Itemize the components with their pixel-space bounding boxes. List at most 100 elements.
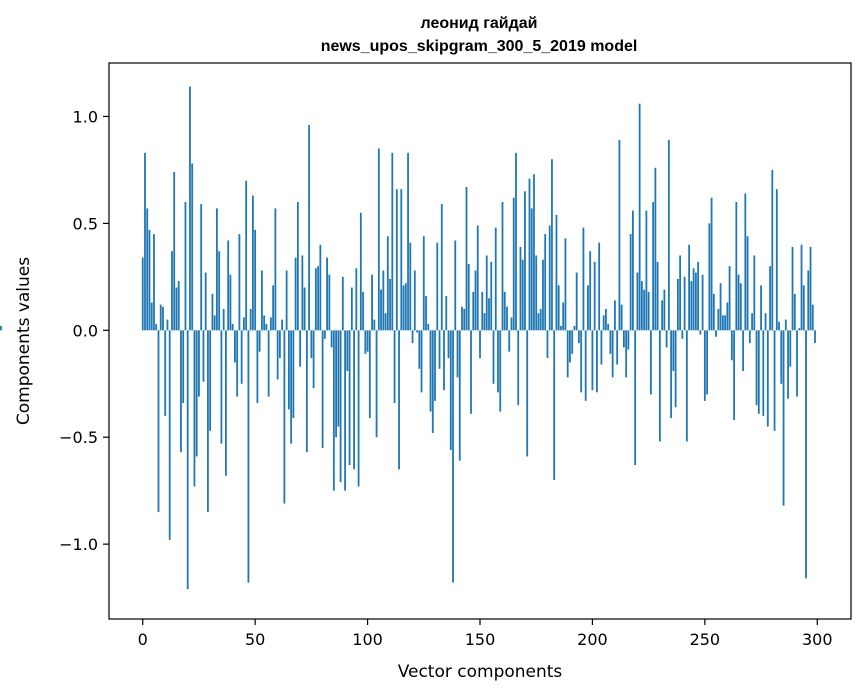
bar (638, 103, 641, 331)
y-tick-label: 1.0 (73, 107, 98, 126)
bar (314, 268, 317, 331)
bar (548, 225, 551, 331)
bar (755, 330, 758, 406)
bar (461, 306, 463, 331)
bar (746, 236, 749, 331)
bar (182, 330, 185, 404)
bar (265, 323, 268, 331)
x-axis-label: Vector components (398, 662, 563, 682)
bar (449, 330, 452, 451)
bar (321, 330, 324, 448)
bar (636, 272, 639, 331)
bar (456, 330, 459, 378)
bar (225, 330, 227, 476)
bar (706, 330, 708, 395)
bar (726, 302, 729, 331)
bar (778, 321, 780, 331)
bar (141, 257, 144, 331)
bar (323, 330, 326, 339)
bar (546, 330, 549, 359)
bar (427, 323, 430, 331)
bar (366, 330, 369, 352)
bar (377, 148, 380, 331)
bar (494, 227, 497, 331)
bar (589, 251, 592, 331)
bar (391, 152, 394, 331)
bar (429, 330, 432, 412)
bar (204, 272, 207, 331)
bar (252, 195, 254, 331)
bar (416, 330, 418, 333)
bar (593, 261, 596, 331)
bar (294, 257, 297, 331)
bar (800, 244, 803, 331)
bar (623, 330, 625, 348)
bar (703, 330, 706, 401)
bar (440, 204, 443, 331)
bar (571, 330, 574, 354)
bar (463, 308, 466, 331)
bar (458, 330, 461, 461)
bar (560, 326, 562, 331)
bar (0, 326, 2, 331)
bar (195, 330, 198, 457)
bar (236, 330, 239, 397)
bar (566, 330, 569, 378)
bar (238, 234, 241, 331)
bar (503, 291, 506, 331)
bar (652, 202, 655, 331)
bar (584, 330, 587, 401)
bar (364, 330, 367, 354)
bar (784, 319, 787, 331)
bar (760, 285, 762, 331)
bar (814, 330, 816, 344)
bar (488, 298, 490, 331)
bar (728, 266, 731, 331)
bar (501, 202, 504, 331)
bar (312, 330, 315, 389)
bar (551, 159, 553, 331)
bar (634, 330, 637, 466)
bar (159, 304, 162, 331)
bar (272, 285, 275, 331)
bar (216, 208, 218, 331)
bar (422, 236, 425, 331)
bar (404, 283, 407, 331)
bar (256, 330, 259, 404)
bar (350, 287, 353, 331)
bar (627, 330, 630, 350)
bar (209, 330, 212, 431)
bar (524, 191, 526, 331)
y-tick-label: −0.5 (59, 428, 98, 447)
bar (555, 214, 558, 331)
bar (717, 308, 720, 331)
bar (578, 330, 580, 344)
bar (409, 242, 412, 331)
bar (517, 330, 520, 406)
y-axis-ticks: −1.0 −0.5 0.0 0.5 1.0 (59, 107, 109, 554)
bar (789, 330, 792, 367)
bar (296, 202, 299, 331)
bar (263, 315, 266, 331)
bar (766, 330, 769, 427)
bar (373, 319, 376, 331)
bar (261, 270, 263, 331)
bar (330, 330, 333, 348)
bar (371, 274, 373, 331)
bar (564, 238, 567, 331)
bar (609, 330, 612, 354)
bar (200, 204, 203, 331)
bar (744, 193, 747, 331)
bar (436, 242, 439, 331)
bar (701, 274, 704, 331)
bar (438, 330, 441, 369)
bar (290, 330, 293, 444)
bar (153, 234, 155, 331)
bar (607, 323, 610, 331)
bar (285, 270, 288, 331)
bar (150, 302, 153, 331)
bar-group (0, 86, 816, 590)
bar (751, 313, 753, 331)
bar (771, 169, 774, 331)
chart-title-line2: news_upos_skipgram_300_5_2019 model (321, 38, 638, 55)
